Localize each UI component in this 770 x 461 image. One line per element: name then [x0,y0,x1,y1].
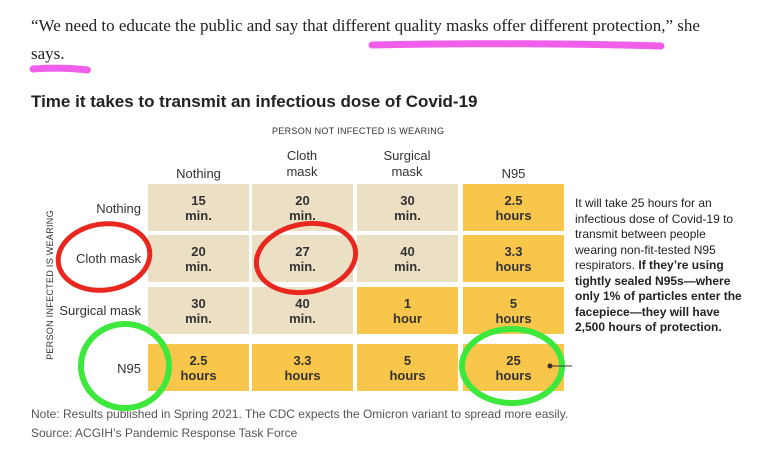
cell-value: 40 [400,243,415,259]
cell-unit: min. [185,310,212,326]
cell-nothing-surgical: 30 min. [357,184,458,231]
col-header-cloth-mask: Cloth mask [286,148,318,179]
chart-source: Source: ACGIH’s Pandemic Response Task F… [31,426,298,440]
cell-surgical-cloth: 40 min. [252,287,353,334]
cell-value: 2.5 [189,352,208,368]
side-annotation-bold: If they’re using tightly sealed N95s—whe… [575,258,742,334]
cell-surgical-nothing: 30 min. [148,287,249,334]
cell-surgical-n95: 5 hours [463,287,564,334]
column-axis-label: PERSON NOT INFECTED IS WEARING [272,126,445,136]
cell-unit: hours [495,207,532,223]
cell-nothing-nothing: 15 min. [148,184,249,231]
cell-value: 2.5 [504,192,523,208]
cell-n95-surgical: 5 hours [357,344,458,391]
row-axis-label: PERSON INFECTED IS WEARING [45,210,55,360]
cell-value: 15 [191,192,206,208]
cell-value: 25 [506,352,521,368]
cell-value: 3.3 [504,243,523,259]
cell-unit: hour [393,310,422,326]
cell-unit: hours [495,258,532,274]
quote-text-before: “We need to educate the public and say t… [31,16,333,35]
cell-value: 30 [191,295,206,311]
cell-value: 20 [295,192,310,208]
col-header-surgical-mask: Surgical mask [383,148,431,179]
side-annotation-plain: It will take 25 hours for an infectious … [575,196,734,272]
side-annotation: It will take 25 hours for an infectious … [575,196,745,336]
cell-unit: hours [389,367,426,383]
cell-cloth-surgical: 40 min. [357,235,458,282]
cell-unit: min. [289,310,316,326]
row-header-nothing: Nothing [96,201,141,216]
cell-n95-cloth: 3.3 hours [252,344,353,391]
cell-value: 30 [400,192,415,208]
cell-unit: min. [289,258,316,274]
col-header-n95: N95 [501,166,526,181]
chart-title: Time it takes to transmit an infectious … [31,92,478,111]
cell-cloth-cloth: 27 min. [252,235,353,282]
cell-cloth-n95: 3.3 hours [463,235,564,282]
cell-value: 3.3 [293,352,312,368]
cell-unit: hours [180,367,217,383]
article-quote: “We need to educate the public and say t… [31,12,731,68]
chart-note: Note: Results published in Spring 2021. … [31,407,569,421]
cell-n95-n95: 25 hours [463,344,564,391]
cell-unit: min. [394,207,421,223]
cell-unit: min. [394,258,421,274]
cell-unit: hours [495,310,532,326]
cell-value: 20 [191,243,206,259]
cell-nothing-n95: 2.5 hours [463,184,564,231]
cell-value: 40 [295,295,310,311]
cell-unit: hours [495,367,532,383]
cell-value: 5 [403,352,412,368]
cell-unit: min. [185,258,212,274]
cell-cloth-nothing: 20 min. [148,235,249,282]
cell-unit: min. [289,207,316,223]
cell-unit: min. [185,207,212,223]
cell-surgical-surgical: 1 hour [357,287,458,334]
col-header-nothing: Nothing [176,166,221,181]
quote-text-after: ” she says. [31,16,700,63]
row-header-surgical-mask: Surgical mask [59,303,141,318]
cell-value: 27 [295,243,310,259]
cell-value: 1 [403,295,412,311]
quote-highlighted-text: different quality masks offer different … [332,16,666,35]
cell-unit: hours [284,367,321,383]
cell-n95-nothing: 2.5 hours [148,344,249,391]
cell-value: 5 [509,295,518,311]
cell-nothing-cloth: 20 min. [252,184,353,231]
